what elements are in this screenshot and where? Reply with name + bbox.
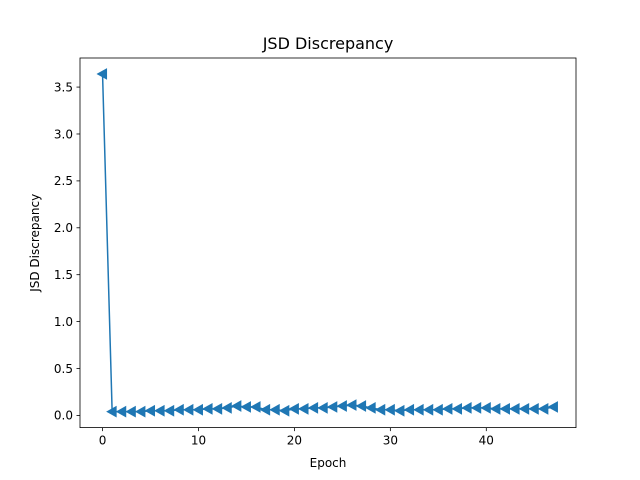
y-axis-label: JSD Discrepancy [28,194,42,293]
y-tick-label-6: 3.0 [54,127,73,141]
y-tick-label-7: 3.5 [54,80,73,94]
data-point-13 [221,402,232,414]
data-point-30 [384,403,395,416]
data-point-28 [365,402,376,414]
data-point-18 [269,403,280,416]
data-point-47 [547,401,558,413]
data-point-40 [480,402,491,414]
x-tick-label-4: 40 [479,434,494,448]
data-point-19 [278,404,290,417]
data-point-37 [451,402,463,415]
data-point-21 [297,402,309,415]
x-axis: 0 10 20 30 40 [99,427,494,448]
data-point-10 [192,403,203,416]
data-point-31 [393,404,405,417]
data-point-0 [96,68,108,80]
data-point-35 [432,403,443,416]
data-point-24 [326,401,338,413]
y-tick-label-2: 1.0 [54,315,73,329]
y-tick-label-5: 2.5 [54,174,73,188]
data-point-23 [317,402,328,414]
data-point-4 [134,405,146,418]
y-tick-label-4: 2.0 [54,221,73,235]
data-point-25 [336,400,347,412]
x-axis-label: Epoch [310,456,347,470]
y-tick-label-1: 0.5 [54,362,73,376]
data-point-12 [211,402,223,415]
y-axis: 0.0 0.5 1.0 1.5 2.0 2.5 3.0 3.5 [54,80,80,423]
axes-frame [79,57,577,429]
data-point-16 [250,401,261,413]
data-point-7 [163,404,175,417]
data-point-46 [537,402,549,415]
x-tick-label-1: 10 [191,434,206,448]
data-point-27 [355,400,367,412]
x-tick-label-2: 20 [287,434,302,448]
x-tick-label-0: 0 [99,434,107,448]
x-tick-label-3: 30 [383,434,398,448]
chart-title: JSD Discrepancy [262,34,394,53]
data-point-14 [230,400,242,412]
data-point-26 [345,399,357,411]
plot-area [96,68,558,418]
y-tick-label-3: 1.5 [54,268,73,282]
y-tick-label-0: 0.0 [54,409,73,423]
